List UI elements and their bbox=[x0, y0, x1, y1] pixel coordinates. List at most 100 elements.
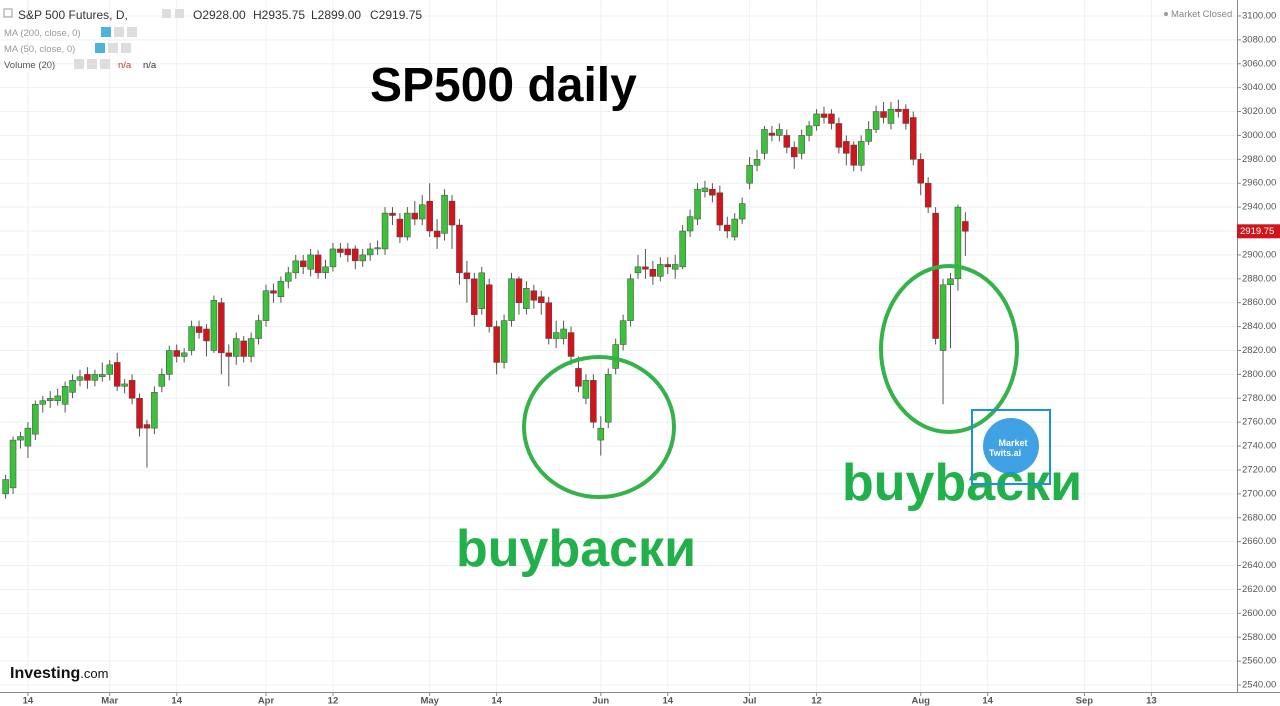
last-price-box bbox=[1237, 224, 1280, 239]
candle-body bbox=[389, 212, 396, 216]
candle-body bbox=[433, 230, 441, 238]
candle-body bbox=[344, 248, 352, 256]
y-tick-label: 3060.00 bbox=[1242, 58, 1276, 69]
x-tick-label: 14 bbox=[491, 696, 502, 706]
highlight-circle bbox=[879, 264, 1019, 434]
y-tick-label: 2860.00 bbox=[1242, 297, 1276, 308]
y-tick-label: 2620.00 bbox=[1242, 584, 1276, 595]
candle-body bbox=[218, 302, 225, 354]
high: H2935.75 bbox=[253, 8, 305, 22]
logo-suffix: .com bbox=[80, 666, 108, 681]
candle-body bbox=[463, 272, 471, 280]
candle-body bbox=[731, 218, 738, 238]
candle-body bbox=[776, 129, 783, 136]
icon[interactable] bbox=[87, 59, 97, 69]
candle-body bbox=[835, 123, 843, 148]
candle-body bbox=[225, 352, 233, 357]
candle-body bbox=[285, 272, 292, 282]
candle-body bbox=[962, 221, 969, 232]
y-tick-label: 2700.00 bbox=[1242, 488, 1276, 499]
candle-body bbox=[538, 296, 545, 303]
candle-body bbox=[664, 264, 672, 268]
candle-body bbox=[113, 362, 121, 387]
x-tick-label: 12 bbox=[328, 696, 339, 706]
close: C2919.75 bbox=[370, 8, 422, 22]
candle-body bbox=[471, 278, 478, 315]
candle-body bbox=[694, 188, 701, 220]
y-tick-label: 3080.00 bbox=[1242, 34, 1276, 45]
icon[interactable] bbox=[101, 27, 111, 37]
candle-body bbox=[895, 108, 902, 112]
indicator: MA (200, close, 0) bbox=[4, 28, 81, 39]
candle-body bbox=[322, 266, 329, 274]
candle-body bbox=[515, 278, 523, 303]
candle-body bbox=[508, 278, 515, 321]
candle-body bbox=[136, 398, 143, 429]
candle-body bbox=[939, 284, 947, 351]
candle-body bbox=[545, 302, 552, 339]
candle-body bbox=[270, 290, 277, 294]
icon[interactable] bbox=[175, 9, 184, 18]
candle-body bbox=[709, 188, 716, 196]
icon[interactable] bbox=[127, 27, 137, 37]
icon[interactable] bbox=[121, 43, 131, 53]
icon[interactable] bbox=[114, 27, 124, 37]
candle-body bbox=[686, 216, 694, 232]
candle-body bbox=[716, 192, 724, 226]
x-tick-label: Mar bbox=[101, 696, 118, 706]
icon[interactable] bbox=[108, 43, 118, 53]
y-tick-label: 3020.00 bbox=[1242, 106, 1276, 117]
watermark-text: Market bbox=[998, 438, 1027, 448]
candle-body bbox=[768, 132, 776, 136]
candle-body bbox=[850, 144, 858, 166]
x-tick-label: May bbox=[420, 696, 439, 706]
candle-body bbox=[359, 254, 366, 262]
candle-body bbox=[128, 380, 136, 399]
candle-body bbox=[404, 212, 411, 238]
candle-body bbox=[106, 364, 114, 375]
y-tick-label: 2720.00 bbox=[1242, 464, 1276, 475]
y-tick-label: 2880.00 bbox=[1242, 273, 1276, 284]
icon[interactable] bbox=[100, 59, 110, 69]
icon[interactable] bbox=[162, 9, 171, 18]
candle-body bbox=[872, 111, 880, 130]
y-tick-label: 2800.00 bbox=[1242, 369, 1276, 380]
candle-body bbox=[813, 113, 820, 127]
x-tick-label: Jul bbox=[743, 696, 757, 706]
candle-body bbox=[352, 248, 359, 262]
axis-labels: 2540.00 2560.00 2580.00 2600.00 2620.00 2640.… bbox=[23, 10, 1280, 706]
candle-body bbox=[627, 278, 634, 321]
x-tick-label: 14 bbox=[982, 696, 993, 706]
candle-body bbox=[820, 113, 828, 118]
candle-body bbox=[530, 290, 538, 301]
candle-body bbox=[91, 374, 99, 381]
candle-body bbox=[552, 332, 560, 339]
candle-body bbox=[39, 400, 47, 405]
candle-body bbox=[493, 326, 500, 363]
candle-body bbox=[180, 352, 188, 357]
y-tick-label: 2820.00 bbox=[1242, 345, 1276, 356]
logo: Investing.com bbox=[10, 665, 108, 682]
icon[interactable] bbox=[95, 43, 105, 53]
candle-body bbox=[590, 380, 597, 423]
candles bbox=[2, 99, 969, 499]
candle-body bbox=[418, 204, 426, 220]
icon[interactable] bbox=[74, 59, 84, 69]
candle-body bbox=[143, 424, 151, 429]
candle-body bbox=[32, 404, 39, 435]
candle-body bbox=[396, 218, 404, 238]
candle-body bbox=[84, 374, 91, 381]
x-tick-label: Apr bbox=[258, 696, 275, 706]
candle-body bbox=[337, 248, 344, 253]
y-tick-label: 2660.00 bbox=[1242, 536, 1276, 547]
candle-body bbox=[366, 248, 374, 256]
candle-body bbox=[679, 230, 686, 268]
collapse-icon[interactable] bbox=[3, 8, 13, 18]
candle-body bbox=[255, 320, 262, 339]
y-tick-label: 3040.00 bbox=[1242, 82, 1276, 93]
candle-body bbox=[567, 332, 575, 357]
candle-body bbox=[597, 427, 605, 441]
y-tick-label: 2540.00 bbox=[1242, 680, 1276, 691]
watermark-text: Twits.ai bbox=[989, 448, 1021, 458]
